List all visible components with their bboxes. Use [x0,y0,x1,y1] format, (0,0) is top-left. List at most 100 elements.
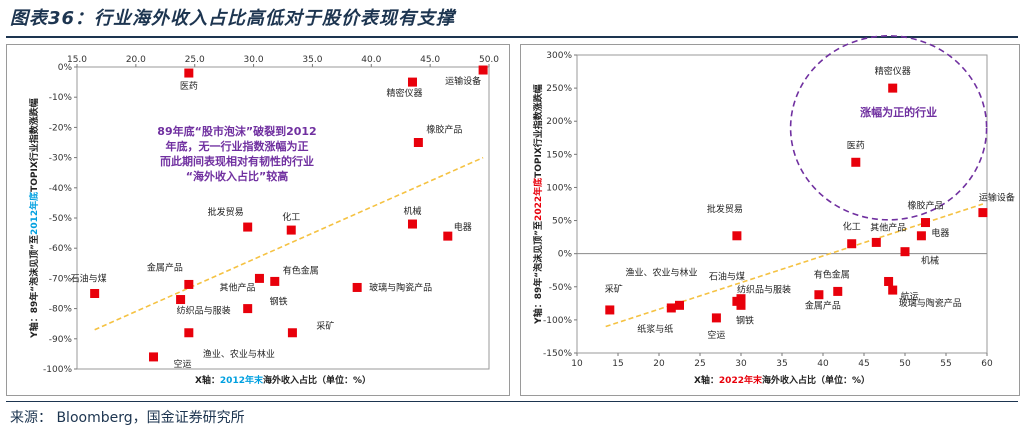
y-tick-label: 100% [546,183,572,193]
point-label: 医药 [180,81,198,92]
point-label: 渔业、农业与林业 [625,266,697,278]
point-label: 纸浆与纸 [637,323,673,335]
data-point [900,247,910,257]
annotation-line: 年底，无一行业指数涨幅为正 [166,139,309,153]
chart-panel-left: 0% -10% -20% -30% -40% -50% -60% -70% -80% -90% -1… [6,44,510,396]
point-label: 橡胶产品 [426,124,462,136]
x-tick-label: 20.0 [126,55,146,65]
data-point [243,304,253,314]
y-tick-label: -50% [549,283,573,293]
point-label: 橡胶产品 [908,200,944,212]
x-tick-label: 40.0 [361,55,381,65]
x-tick-label: 15 [612,359,623,369]
x-tick-label: 60 [981,359,993,369]
point-label: 电器 [931,227,949,239]
point-label: 采矿 [605,283,623,295]
y-tick-label: -50% [49,214,73,224]
y-tick-label: -30% [49,154,73,164]
data-point [286,225,296,235]
point-label: 运输设备 [979,192,1015,204]
y-tick-label: -40% [49,184,73,194]
x-tick-label: 25 [694,359,705,369]
y-tick-label: -80% [49,305,73,315]
point-label: 金属产品 [147,261,183,273]
y-tick-label: -60% [49,244,73,254]
point-label: 石油与煤 [71,273,107,285]
y-axis-label: Y轴：89年“泡沫见顶”至2022年底TOPIX行业指数涨跌幅 [532,84,544,325]
data-point [184,279,194,289]
data-point [921,218,930,228]
point-label: 有色金属 [814,268,850,280]
data-point [736,300,746,310]
data-point [888,83,898,93]
x-tick-label: 15.0 [67,55,87,65]
point-label: 化工 [282,211,300,223]
point-label: 空运 [707,329,725,341]
point-label: 其他产品 [870,221,906,233]
point-label: 运输设备 [445,75,481,87]
annotation-line: 而此期间表现相对有韧性的行业 [160,154,314,168]
y-tick-label: -150% [543,349,572,359]
x-tick-label: 30 [735,359,747,369]
chart-panel-right: 300% 250% 200% 150% 100% 50% 0% -50% -100% -150% 1… [520,35,1020,396]
data-point [478,65,488,75]
point-label: 钢铁 [736,314,754,326]
data-point [184,328,194,338]
point-label: 机械 [921,255,939,267]
title-rule [6,36,1018,38]
x-tick-label: 55 [940,359,951,369]
data-point [851,157,861,167]
point-label: 玻璃与陶瓷产品 [369,281,432,293]
data-point [978,208,988,218]
point-label: 批发贸易 [208,206,244,218]
y-tick-label: 300% [546,51,572,61]
point-label: 其他产品 [219,281,255,293]
point-label: 电器 [454,221,472,233]
point-label: 玻璃与陶瓷产品 [899,297,962,309]
data-point [287,328,297,338]
data-point [675,300,684,310]
source-note: 来源： Bloomberg，国金证券研究所 [10,410,245,426]
point-label: 石油与煤 [709,270,745,282]
data-point [184,68,194,78]
x-tick-label: 50.0 [479,55,499,65]
y-tick-label: -20% [49,123,73,133]
x-tick-label: 20 [653,359,665,369]
x-axis-label: X轴：2012年末海外收入占比（单位：%） [195,374,371,386]
y-tick-label: -100% [543,316,572,326]
point-label: 钢铁 [270,296,288,308]
data-point [833,286,843,296]
chart-left-svg: 0% -10% -20% -30% -40% -50% -60% -70% -80% -90% -1… [28,55,499,386]
data-point [270,276,280,286]
x-axis-label: X轴：2022年末海外收入占比（单位：%） [694,374,870,386]
y-tick-label: 0% [558,250,573,260]
data-point [732,231,742,241]
x-tick-label: 35.0 [302,55,322,65]
data-point [176,295,186,305]
y-tick-label: -100% [43,365,72,375]
y-tick-label: 200% [546,117,572,127]
data-point [443,231,453,241]
x-tick-label: 50 [899,359,911,369]
point-label: 医药 [847,140,865,151]
y-axis-label: Y轴：89年“泡沫见顶”至2012年底TOPIX行业指数涨跌幅 [28,98,40,339]
y-tick-label: -70% [49,274,73,284]
x-tick-label: 45.0 [420,55,440,65]
chart-right-svg: 300%250%200%150%100%50%0%-50%-100%-150%1… [532,35,1015,386]
x-tick-label: 35 [776,359,787,369]
data-point [871,237,881,247]
point-label: 渔业、农业与林业 [203,348,275,360]
point-label: 有色金属 [283,264,319,276]
data-point [352,282,362,292]
point-label: 机械 [403,205,421,217]
x-tick-label: 10 [571,359,583,369]
y-tick-label: -10% [49,93,73,103]
x-tick-label: 30.0 [244,55,264,65]
point-label: 纺织品与服装 [737,284,791,296]
data-point [884,276,894,286]
point-label: 化工 [843,221,861,233]
point-label: 精密仪器 [386,87,422,99]
data-point [243,222,253,232]
data-point [711,313,721,323]
data-point [407,219,417,229]
